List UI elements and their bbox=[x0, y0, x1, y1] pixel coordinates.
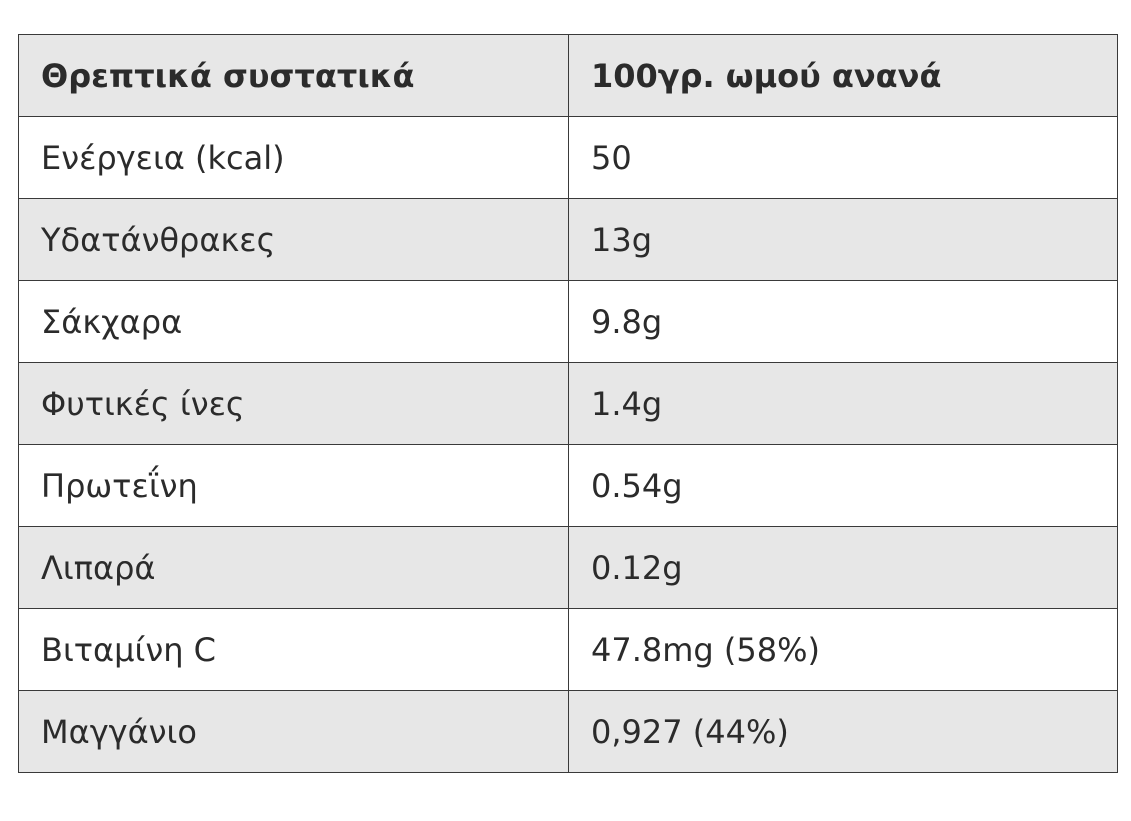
nutrient-value: 50 bbox=[568, 116, 1118, 199]
table-header-row: Θρεπτικά συστατικά 100γρ. ωμού ανανά bbox=[18, 34, 1118, 117]
table-row: Φυτικές ίνες 1.4g bbox=[18, 362, 1118, 445]
nutrient-name: Υδατάνθρακες bbox=[18, 198, 569, 281]
nutrient-name: Πρωτεΐνη bbox=[18, 444, 569, 527]
nutrient-name: Φυτικές ίνες bbox=[18, 362, 569, 445]
table-row: Πρωτεΐνη 0.54g bbox=[18, 444, 1118, 527]
table-row: Ενέργεια (kcal) 50 bbox=[18, 116, 1118, 199]
nutrient-name: Σάκχαρα bbox=[18, 280, 569, 363]
header-amount: 100γρ. ωμού ανανά bbox=[568, 34, 1118, 117]
table-row: Λιπαρά 0.12g bbox=[18, 526, 1118, 609]
nutrient-name: Βιταμίνη C bbox=[18, 608, 569, 691]
nutrient-name: Λιπαρά bbox=[18, 526, 569, 609]
nutrient-name: Ενέργεια (kcal) bbox=[18, 116, 569, 199]
nutrition-table-container: Θρεπτικά συστατικά 100γρ. ωμού ανανά Ενέ… bbox=[18, 34, 1118, 773]
nutrient-value: 0,927 (44%) bbox=[568, 690, 1118, 773]
nutrient-value: 47.8mg (58%) bbox=[568, 608, 1118, 691]
table-row: Μαγγάνιο 0,927 (44%) bbox=[18, 690, 1118, 773]
header-nutrient: Θρεπτικά συστατικά bbox=[18, 34, 569, 117]
table-row: Βιταμίνη C 47.8mg (58%) bbox=[18, 608, 1118, 691]
nutrient-value: 9.8g bbox=[568, 280, 1118, 363]
nutrient-name: Μαγγάνιο bbox=[18, 690, 569, 773]
nutrient-value: 13g bbox=[568, 198, 1118, 281]
nutrition-table: Θρεπτικά συστατικά 100γρ. ωμού ανανά Ενέ… bbox=[18, 34, 1118, 773]
table-row: Σάκχαρα 9.8g bbox=[18, 280, 1118, 363]
table-row: Υδατάνθρακες 13g bbox=[18, 198, 1118, 281]
nutrient-value: 1.4g bbox=[568, 362, 1118, 445]
nutrient-value: 0.54g bbox=[568, 444, 1118, 527]
nutrient-value: 0.12g bbox=[568, 526, 1118, 609]
